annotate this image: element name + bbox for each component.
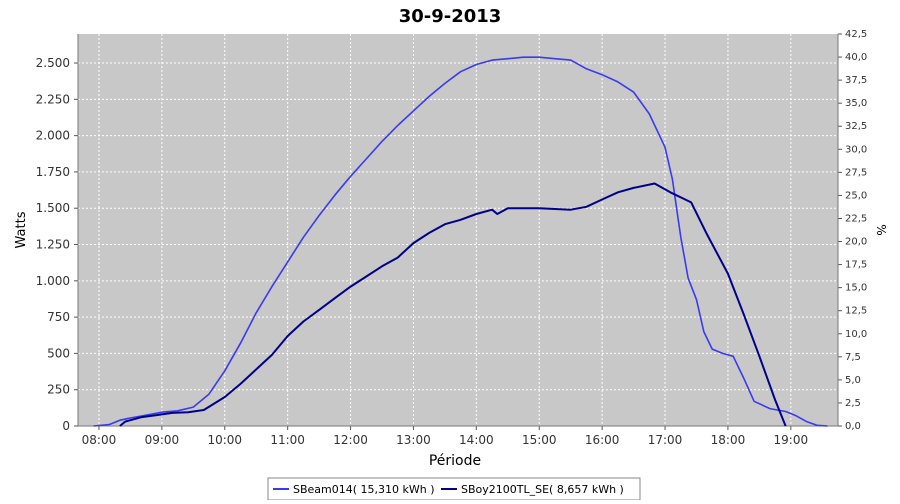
y-tick-label: 2.000 bbox=[36, 129, 70, 143]
y2-tick-label: 22,5 bbox=[845, 213, 867, 224]
y2-tick-label: 7,5 bbox=[845, 352, 861, 363]
y2-axis-label: % bbox=[874, 224, 888, 235]
y-tick-label: 0 bbox=[62, 419, 70, 433]
x-tick-label: 18:00 bbox=[711, 433, 746, 447]
x-tick-label: 14:00 bbox=[459, 433, 494, 447]
plot-area bbox=[78, 34, 838, 426]
legend-label-2: SBoy2100TL_SE( 8,657 kWh ) bbox=[461, 483, 624, 496]
y2-tick-label: 32,5 bbox=[845, 121, 867, 132]
x-tick-label: 13:00 bbox=[396, 433, 431, 447]
x-axis: 08:00 09:00 10:00 11:00 12:00 13:00 14:00 15:00… bbox=[78, 425, 838, 447]
x-tick-label: 15:00 bbox=[522, 433, 557, 447]
chart-title: 30-9-2013 bbox=[399, 6, 502, 27]
y2-tick-label: 12,5 bbox=[845, 306, 867, 317]
y-tick-label: 1.250 bbox=[36, 238, 70, 252]
x-tick-label: 17:00 bbox=[648, 433, 683, 447]
series-layer bbox=[93, 56, 828, 427]
y-axis-left: 0 250 500 750 1.000 1.250 1.500 1.750 2.000 2.250… bbox=[36, 34, 79, 433]
x-tick-label: 09:00 bbox=[145, 433, 180, 447]
x-tick-label: 10:00 bbox=[207, 433, 242, 447]
y-tick-label: 1.750 bbox=[36, 165, 70, 179]
y-tick-label: 500 bbox=[47, 346, 70, 360]
y-tick-label: 2.500 bbox=[36, 56, 70, 70]
y-tick-label: 1.500 bbox=[36, 201, 70, 215]
legend: SBeam014( 15,310 kWh ) SBoy2100TL_SE( 8,6… bbox=[267, 477, 641, 501]
y2-tick-label: 0,0 bbox=[845, 421, 861, 432]
x-tick-label: 16:00 bbox=[585, 433, 620, 447]
y2-tick-label: 5,0 bbox=[845, 375, 861, 386]
y2-tick-label: 37,5 bbox=[845, 75, 867, 86]
y2-tick-label: 20,0 bbox=[845, 237, 867, 248]
y2-tick-label: 30,0 bbox=[845, 144, 867, 155]
y2-tick-label: 17,5 bbox=[845, 260, 867, 271]
y-tick-label: 2.250 bbox=[36, 92, 70, 106]
y2-tick-label: 25,0 bbox=[845, 190, 867, 201]
y2-tick-label: 27,5 bbox=[845, 167, 867, 178]
y2-tick-label: 40,0 bbox=[845, 52, 867, 63]
series-line-2 bbox=[119, 182, 787, 427]
y-tick-label: 750 bbox=[47, 310, 70, 324]
series-line-1 bbox=[93, 56, 828, 427]
x-tick-label: 19:00 bbox=[774, 433, 809, 447]
x-tick-label: 12:00 bbox=[333, 433, 368, 447]
y2-tick-label: 10,0 bbox=[845, 329, 867, 340]
x-tick-label: 08:00 bbox=[82, 433, 117, 447]
y-axis-label: Watts bbox=[14, 211, 29, 248]
grid bbox=[78, 34, 838, 427]
x-axis-label: Période bbox=[429, 453, 481, 469]
y2-tick-label: 42,5 bbox=[845, 29, 867, 40]
y2-tick-label: 35,0 bbox=[845, 98, 867, 109]
legend-label-1: SBeam014( 15,310 kWh ) bbox=[293, 483, 435, 496]
y2-tick-label: 15,0 bbox=[845, 283, 867, 294]
x-tick-label: 11:00 bbox=[270, 433, 305, 447]
y2-tick-label: 2,5 bbox=[845, 398, 861, 409]
y-tick-label: 1.000 bbox=[36, 274, 70, 288]
y-axis-right: 0,0 2,5 5,0 7,5 10,0 12,5 15,0 17,5 20,0 22,5 25,0… bbox=[837, 29, 867, 432]
y-tick-label: 250 bbox=[47, 383, 70, 397]
